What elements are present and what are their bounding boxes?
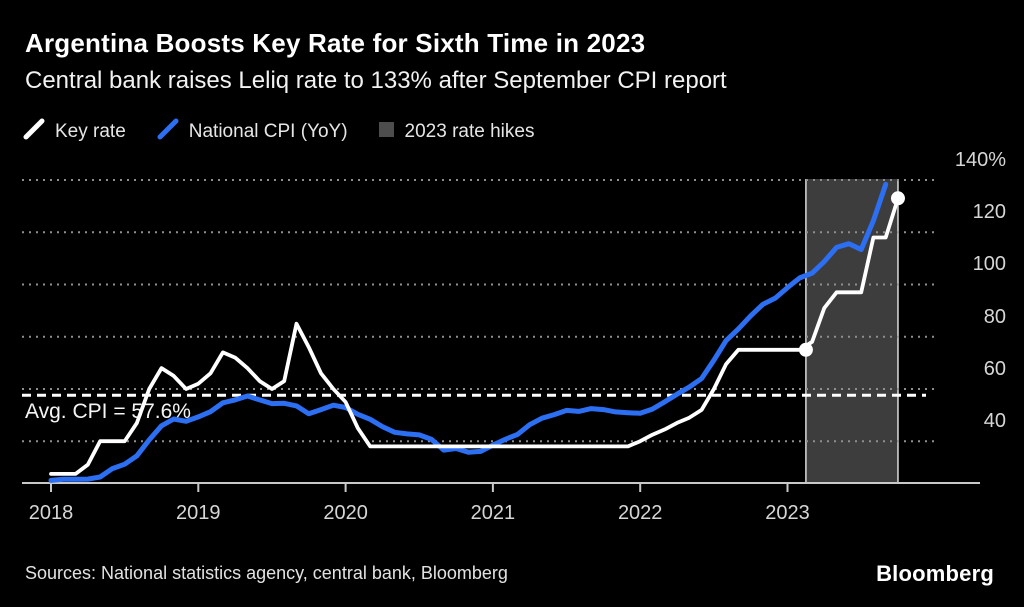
legend-label-rate-hikes: 2023 rate hikes <box>404 120 535 142</box>
page-title: Argentina Boosts Key Rate for Sixth Time… <box>25 28 646 58</box>
bloomberg-logo: Bloomberg <box>876 561 994 586</box>
x-tick-label: 2022 <box>617 502 663 524</box>
y-tick-label: 60 <box>983 357 1006 380</box>
y-tick-label: 120 <box>972 201 1006 224</box>
legend: Key rate National CPI (YoY) 2023 rate hi… <box>22 117 534 146</box>
legend-item-key-rate: Key rate <box>22 117 126 146</box>
x-tick-label: 2020 <box>323 502 368 524</box>
x-tick-label: 2021 <box>470 502 516 524</box>
legend-item-rate-hikes: 2023 rate hikes <box>378 120 535 143</box>
sources-note: Sources: National statistics agency, cen… <box>25 563 508 583</box>
y-tick-label: 100 <box>972 253 1006 276</box>
avg-cpi-annotation: Avg. CPI = 57.6% <box>25 400 191 423</box>
y-tick-label: 140% <box>954 149 1006 171</box>
rate-hikes-band <box>805 179 898 482</box>
series-line-national-cpi-yoy- <box>48 181 889 483</box>
page-subtitle: Central bank raises Leliq rate to 133% a… <box>25 67 727 94</box>
y-tick-label: 40 <box>983 410 1006 433</box>
cpi-line-swatch-icon <box>156 117 180 146</box>
legend-label-key-rate: Key rate <box>55 120 126 142</box>
rate-hikes-box-swatch-icon <box>378 120 396 143</box>
y-tick-label: 80 <box>983 305 1006 328</box>
key-rate-marker-dot <box>798 342 813 357</box>
key-rate-line-swatch-icon <box>22 117 46 146</box>
key-rate-marker-dot <box>890 191 905 206</box>
legend-label-national-cpi: National CPI (YoY) <box>188 120 348 142</box>
series-line-key-rate <box>49 196 900 476</box>
legend-item-national-cpi: National CPI (YoY) <box>156 117 348 146</box>
x-tick-label: 2019 <box>176 502 221 524</box>
x-tick-label: 2018 <box>28 502 74 524</box>
x-tick-label: 2023 <box>765 502 810 524</box>
